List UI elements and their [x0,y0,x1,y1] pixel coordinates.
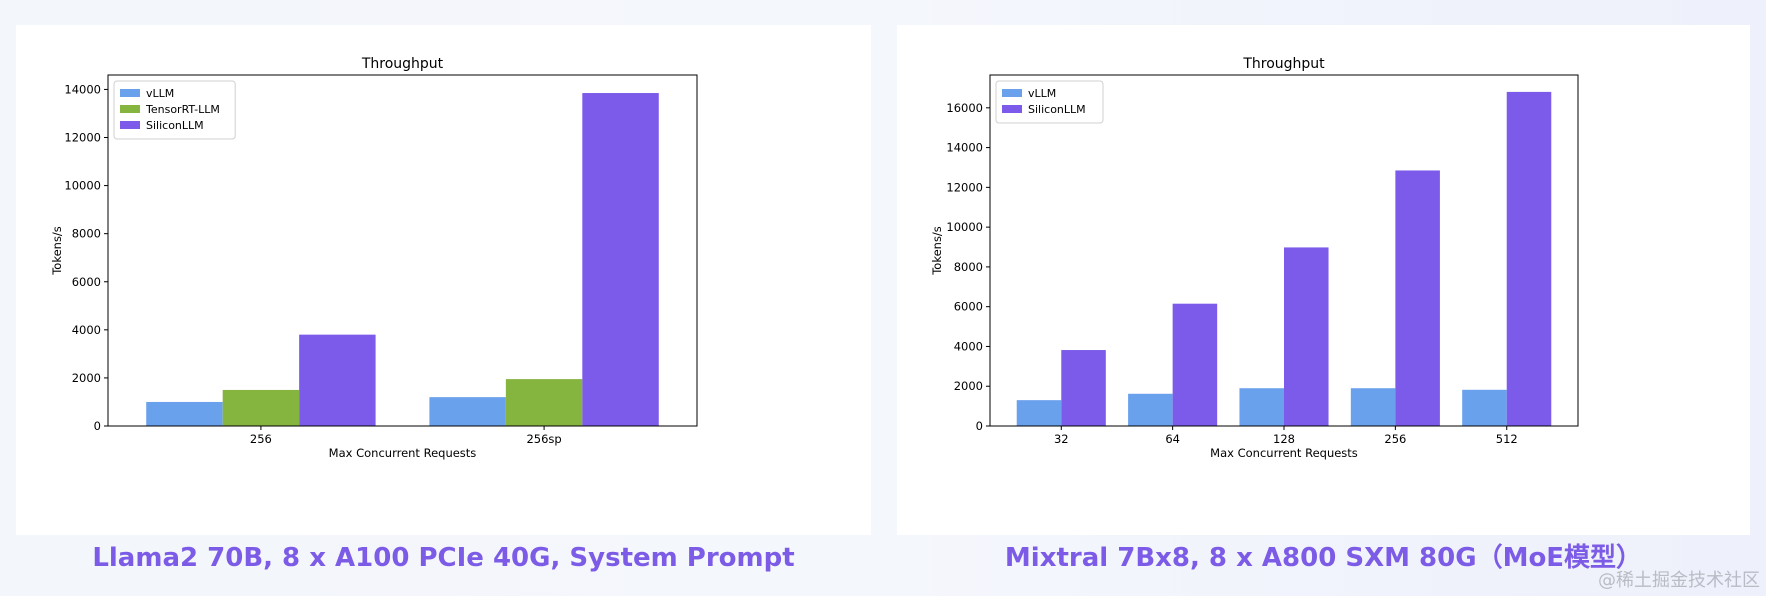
y-tick-label: 10000 [946,220,983,234]
bar-vllm-256sp [429,397,506,426]
bar-tensorrt-llm-256 [222,389,300,426]
y-tick-label: 6000 [72,275,101,289]
axes-frame [107,74,698,427]
y-tick-label: 0 [94,419,101,433]
bar-siliconllm-32 [1061,350,1106,426]
y-tick-label: 14000 [946,141,983,155]
x-tick-label: 32 [1054,432,1069,446]
y-tick-label: 12000 [946,180,983,194]
bar-vllm-256 [1350,388,1396,426]
y-axis-label: Tokens/s [930,226,944,276]
y-tick-label: 8000 [954,260,983,274]
y-tick-label: 4000 [72,323,101,337]
y-tick-label: 6000 [954,300,983,314]
caption-left: Llama2 70B, 8 x A100 PCIe 40G, System Pr… [92,543,795,573]
bar-siliconllm-64 [1172,303,1218,426]
x-tick-label: 128 [1273,432,1295,446]
legend-label: vLLM [1028,87,1056,100]
legend-label: SiliconLLM [1028,103,1086,116]
y-tick-label: 16000 [946,101,983,115]
y-tick-label: 10000 [64,179,101,193]
throughput-chart-left: 0 2000 4000 6000 8000 10000 12000 14000 256 256sp… [50,56,698,460]
bar-tensorrt-llm-256sp [505,379,583,426]
legend-box [113,80,236,140]
legend-swatch-siliconllm [120,121,140,129]
chart-panel-right: 0 2000 4000 6000 8000 10000 12000 14000 16000 32 6… [897,25,1750,535]
bar-siliconllm-512 [1506,91,1552,426]
chart-panel-left: 0 2000 4000 6000 8000 10000 12000 14000 256 256sp… [16,25,871,535]
x-axis-label: Max Concurrent Requests [329,446,477,460]
legend-label: vLLM [146,87,174,100]
legend-swatch-tensorrt-llm [120,105,140,113]
y-tick-label: 2000 [954,379,983,393]
bar-siliconllm-256sp [582,93,659,426]
legend-swatch-siliconllm [1002,105,1022,113]
chart-title: Throughput [361,56,444,72]
x-tick-label: 512 [1496,432,1518,446]
legend-box [995,80,1104,124]
bar-siliconllm-128 [1284,247,1329,426]
y-tick-label: 14000 [64,82,101,96]
y-tick-label: 12000 [64,131,101,145]
legend-label: TensorRT-LLM [145,103,220,116]
y-tick-label: 8000 [72,227,101,241]
throughput-chart-right: 0 2000 4000 6000 8000 10000 12000 14000 16000 32 6… [930,56,1579,460]
caption-right: Mixtral 7Bx8, 8 x A800 SXM 80G（MoE模型） [1004,543,1643,573]
chart-title: Throughput [1242,56,1325,72]
y-tick-label: 4000 [954,339,983,353]
legend-swatch-vllm [1002,89,1022,97]
bar-siliconllm-256 [299,334,376,426]
bar-vllm-32 [1016,400,1062,426]
y-axis-label: Tokens/s [50,226,64,276]
legend-swatch-vllm [120,89,140,97]
bar-siliconllm-256 [1395,170,1440,426]
bar-vllm-256 [146,401,223,426]
x-tick-label: 256 [1384,432,1406,446]
legend-label: SiliconLLM [146,119,204,132]
bar-vllm-128 [1239,388,1284,426]
bar-vllm-64 [1128,393,1173,426]
x-axis-label: Max Concurrent Requests [1210,446,1358,460]
watermark: @稀土掘金技术社区 [1598,570,1760,591]
x-tick-label: 256sp [526,432,561,446]
x-tick-label: 64 [1165,432,1180,446]
x-tick-label: 256 [250,432,272,446]
y-tick-label: 2000 [72,371,101,385]
y-tick-label: 0 [976,419,983,433]
bar-vllm-512 [1462,389,1507,426]
